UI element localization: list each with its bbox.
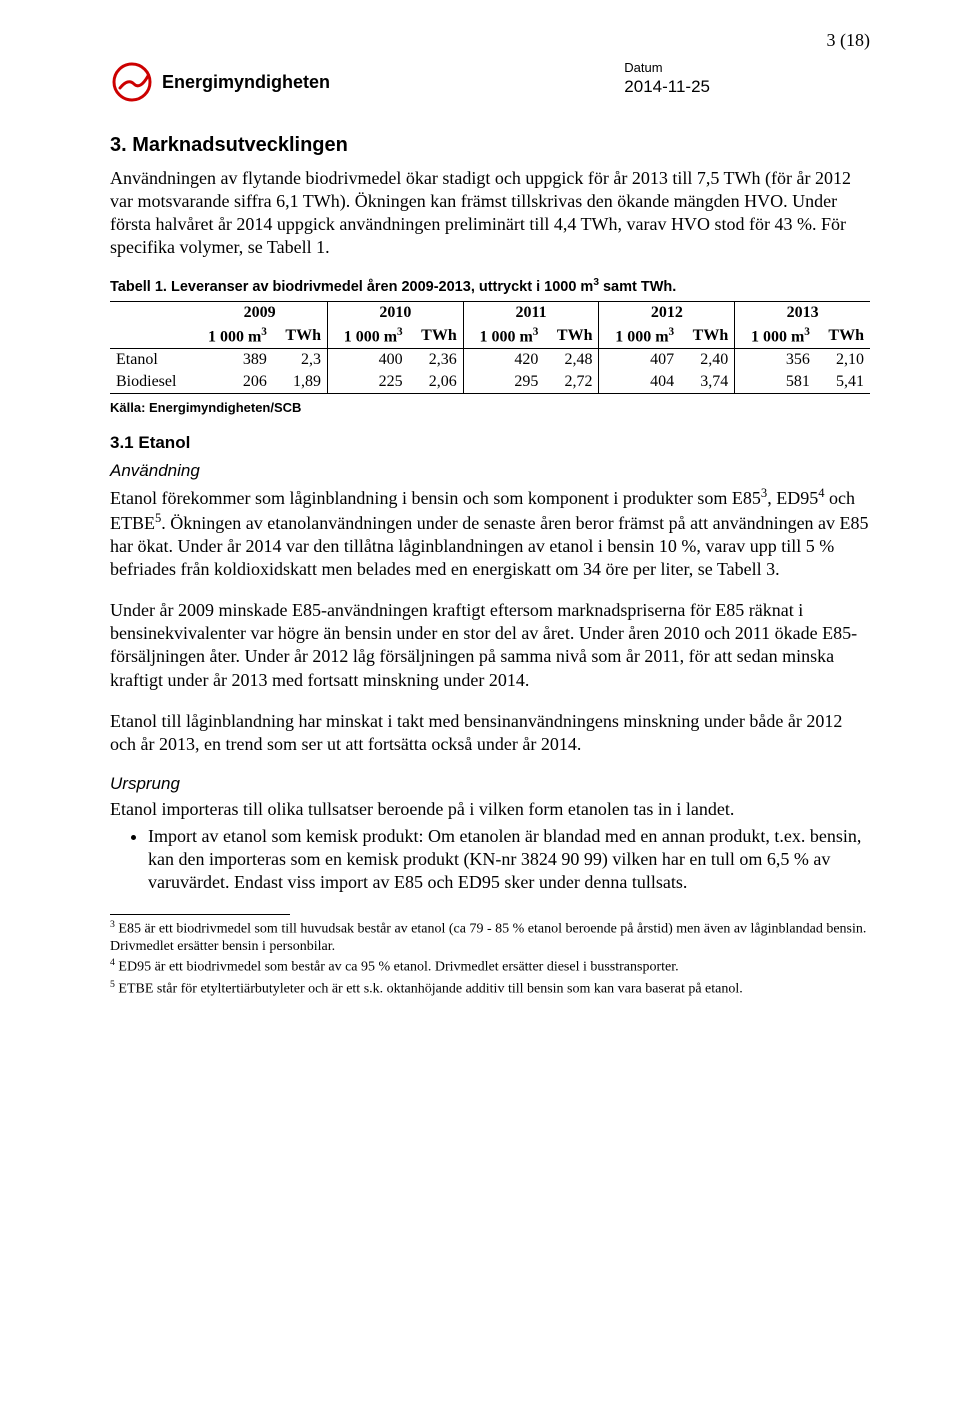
cell: 389	[192, 349, 273, 372]
table-unit-row: 1 000 m3 TWh 1 000 m3 TWh 1 000 m3 TWh 1…	[110, 324, 870, 349]
cell: 581	[735, 371, 816, 394]
bullet-list: Import av etanol som kemisk produkt: Om …	[110, 825, 870, 894]
list-item: Import av etanol som kemisk produkt: Om …	[148, 825, 870, 894]
unit-vol: 1 000 m3	[463, 324, 544, 349]
unit-vol: 1 000 m3	[735, 324, 816, 349]
section-heading: 3. Marknadsutvecklingen	[110, 134, 870, 157]
row-label: Biodiesel	[110, 371, 192, 394]
unit-twh: TWh	[680, 324, 735, 349]
text-run: , ED95	[767, 488, 818, 508]
cell: 2,36	[409, 349, 464, 372]
footnote-text: ED95 är ett biodrivmedel som består av c…	[115, 960, 679, 975]
unit-twh: TWh	[273, 324, 328, 349]
cell: 407	[599, 349, 680, 372]
caption-text-b: samt TWh.	[599, 279, 676, 295]
body-paragraph: Under år 2009 minskade E85-användningen …	[110, 599, 870, 691]
cell: 5,41	[816, 371, 870, 394]
year-cell: 2013	[735, 301, 870, 324]
page-header: Energimyndigheten Datum 2014-11-25	[110, 60, 870, 104]
unit-vol: 1 000 m3	[599, 324, 680, 349]
cell: 404	[599, 371, 680, 394]
data-table: 2009 2010 2011 2012 2013 1 000 m3 TWh 1 …	[110, 301, 870, 394]
cell: 206	[192, 371, 273, 394]
footnote: 4 ED95 är ett biodrivmedel som består av…	[110, 957, 870, 976]
text-run: Etanol förekommer som låginblandning i b…	[110, 488, 761, 508]
year-cell: 2009	[192, 301, 327, 324]
cell: 400	[327, 349, 408, 372]
cell: 2,72	[544, 371, 599, 394]
unit-vol: 1 000 m3	[327, 324, 408, 349]
subsection-heading: 3.1 Etanol	[110, 433, 870, 453]
table-year-row: 2009 2010 2011 2012 2013	[110, 301, 870, 324]
cell: 295	[463, 371, 544, 394]
org-logo-block: Energimyndigheten	[110, 60, 330, 104]
unit-twh: TWh	[544, 324, 599, 349]
cell: 2,40	[680, 349, 735, 372]
year-cell: 2012	[599, 301, 735, 324]
table-row: Biodiesel 206 1,89 225 2,06 295 2,72 404…	[110, 371, 870, 394]
unit-twh: TWh	[816, 324, 870, 349]
footnote-text: ETBE står för etyltertiärbutyleter och ä…	[115, 981, 743, 996]
cell: 2,48	[544, 349, 599, 372]
text-run: . Ökningen av etanolanvändningen under d…	[110, 513, 869, 579]
footnote: 3 E85 är ett biodrivmedel som till huvud…	[110, 919, 870, 956]
caption-text-a: Tabell 1. Leveranser av biodrivmedel åre…	[110, 279, 593, 295]
date-label: Datum	[624, 60, 710, 75]
cell: 2,10	[816, 349, 870, 372]
page-number: 3 (18)	[827, 30, 871, 51]
unit-vol: 1 000 m3	[192, 324, 273, 349]
footnote-separator	[110, 914, 290, 915]
row-label: Etanol	[110, 349, 192, 372]
table-caption: Tabell 1. Leveranser av biodrivmedel åre…	[110, 277, 870, 295]
year-cell: 2010	[327, 301, 463, 324]
agency-logo-icon	[110, 60, 154, 104]
paragraph-subhead: Ursprung	[110, 774, 870, 794]
footnote-text: E85 är ett biodrivmedel som till huvudsa…	[110, 921, 866, 954]
cell: 420	[463, 349, 544, 372]
cell: 356	[735, 349, 816, 372]
table-source: Källa: Energimyndigheten/SCB	[110, 400, 870, 415]
date-block: Datum 2014-11-25	[624, 60, 710, 97]
org-name: Energimyndigheten	[162, 72, 330, 93]
cell: 2,3	[273, 349, 328, 372]
paragraph-subhead: Användning	[110, 461, 870, 481]
document-page: 3 (18) Energimyndigheten Datum 2014-11-2…	[0, 0, 960, 1060]
table-row: Etanol 389 2,3 400 2,36 420 2,48 407 2,4…	[110, 349, 870, 372]
cell: 1,89	[273, 371, 328, 394]
unit-twh: TWh	[409, 324, 464, 349]
date-value: 2014-11-25	[624, 77, 710, 97]
footnote: 5 ETBE står för etyltertiärbutyleter och…	[110, 979, 870, 998]
body-paragraph: Etanol förekommer som låginblandning i b…	[110, 485, 870, 581]
cell: 225	[327, 371, 408, 394]
year-cell: 2011	[463, 301, 599, 324]
cell: 2,06	[409, 371, 464, 394]
body-paragraph: Etanol till låginblandning har minskat i…	[110, 710, 870, 756]
cell: 3,74	[680, 371, 735, 394]
section-paragraph: Användningen av flytande biodrivmedel ök…	[110, 167, 870, 259]
body-paragraph: Etanol importeras till olika tullsatser …	[110, 798, 870, 821]
